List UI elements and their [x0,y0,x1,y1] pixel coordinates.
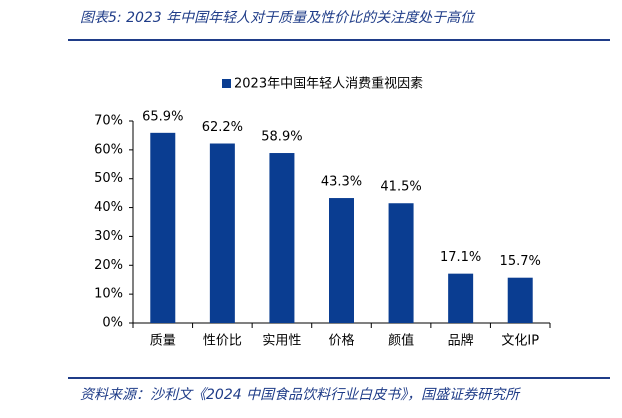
y-tick-label: 60% [94,142,123,157]
bar [448,273,474,323]
value-label: 41.5% [380,180,421,195]
bar [209,143,235,323]
bar [269,153,295,323]
x-tick-label: 文化IP [501,334,539,349]
x-tick-label: 颜值 [388,333,414,349]
value-label: 17.1% [440,250,481,265]
y-tick-label: 50% [94,171,123,186]
value-label: 15.7% [500,254,541,269]
x-tick-label: 品牌 [448,333,474,349]
x-tick-label: 质量 [150,334,176,349]
bar [507,277,533,323]
y-tick-label: 10% [94,287,123,302]
y-tick-label: 40% [94,200,123,215]
value-label: 43.3% [321,175,362,190]
value-label: 65.9% [142,109,183,124]
y-tick-label: 0% [102,316,123,331]
y-tick-label: 20% [94,258,123,273]
bar [388,203,414,323]
bar [150,132,176,323]
source-note: 资料来源：沙利文《2024 中国食品饮料行业白皮书》，国盛证券研究所 [80,387,521,403]
x-tick-label: 实用性 [262,334,301,349]
legend-swatch [222,79,231,88]
legend-label: 2023年中国年轻人消费重视因素 [234,76,423,92]
value-label: 58.9% [261,130,302,145]
bar [329,198,354,323]
y-tick-label: 70% [94,114,123,129]
chart-title: 图表5: 2023 年中国年轻人对于质量及性价比的关注度处于高位 [80,10,476,26]
value-label: 62.2% [202,120,243,135]
x-tick-label: 性价比 [203,334,242,349]
x-tick-label: 价格 [328,333,354,349]
y-tick-label: 30% [94,229,123,244]
